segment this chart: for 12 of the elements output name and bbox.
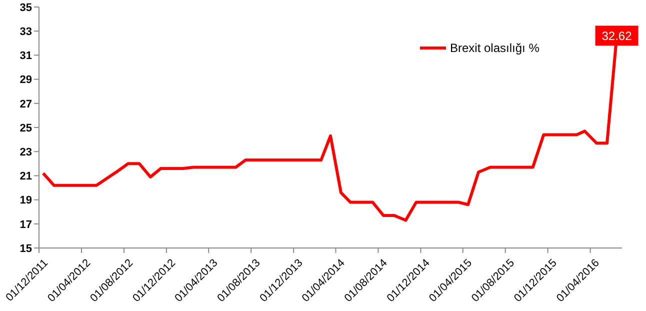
y-tick-label: 15: [20, 242, 32, 255]
y-tick-label: 27: [20, 98, 32, 110]
y-tick-label: 29: [20, 74, 32, 86]
y-tick-label: 31: [20, 50, 32, 62]
y-tick-label: 21: [20, 170, 32, 183]
y-tick-label: 23: [20, 146, 32, 158]
y-tick-label: 17: [20, 218, 32, 231]
y-tick-label: 33: [20, 26, 32, 38]
legend-label: Brexit olasılığı %: [450, 41, 540, 56]
y-tick-label: 25: [20, 122, 32, 134]
y-tick-label: 19: [20, 194, 32, 207]
y-tick-label: 35: [20, 2, 32, 14]
